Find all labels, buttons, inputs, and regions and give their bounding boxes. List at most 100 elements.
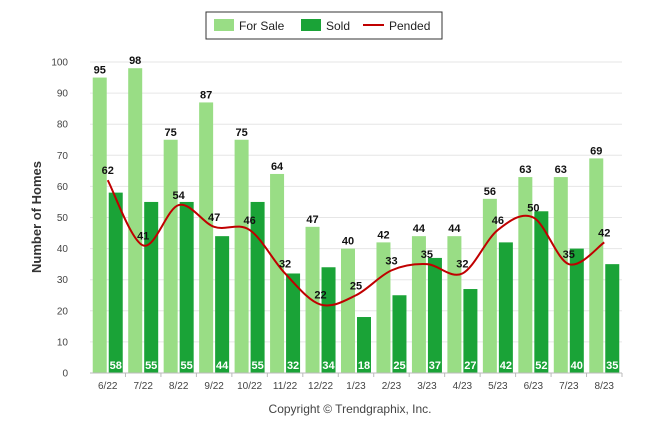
y-tick-label: 90 [57, 89, 69, 100]
data-label-pended: 22 [314, 290, 326, 302]
data-label-sold: 55 [145, 360, 157, 372]
data-label-pended: 35 [563, 249, 575, 261]
y-tick-label: 70 [57, 151, 69, 162]
data-label-for-sale: 75 [165, 127, 177, 139]
y-tick-label: 80 [57, 120, 69, 131]
x-tick-label: 7/23 [559, 381, 579, 392]
data-label-for-sale: 44 [448, 223, 461, 235]
x-tick-label: 9/22 [204, 381, 224, 392]
legend-label-sold: Sold [326, 19, 350, 33]
y-tick-label: 60 [57, 182, 69, 193]
data-label-for-sale: 56 [484, 186, 496, 198]
data-label-sold: 40 [571, 360, 583, 372]
legend-label-for-sale: For Sale [239, 19, 285, 33]
bar-for-sale [128, 68, 143, 373]
data-label-sold: 37 [429, 360, 441, 372]
data-label-sold: 18 [358, 360, 370, 372]
data-label-sold: 55 [181, 360, 193, 372]
data-label-for-sale: 63 [555, 164, 567, 176]
bar-sold [605, 264, 620, 373]
data-label-for-sale: 63 [519, 164, 531, 176]
bar-for-sale [92, 77, 107, 374]
bar-for-sale [411, 236, 426, 373]
data-label-for-sale: 75 [235, 127, 247, 139]
legend-box [205, 11, 443, 40]
x-tick-label: 6/22 [98, 381, 118, 392]
data-label-for-sale: 64 [271, 161, 284, 173]
x-tick-label: 6/23 [524, 381, 544, 392]
x-tick-label: 2/23 [382, 381, 402, 392]
data-label-pended: 33 [385, 255, 397, 267]
data-label-for-sale: 44 [413, 223, 426, 235]
bar-sold [534, 211, 549, 373]
bar-for-sale [589, 158, 604, 373]
pended-line [106, 179, 605, 307]
data-label-for-sale: 95 [94, 65, 106, 77]
x-tick-label: 8/23 [595, 381, 615, 392]
x-tick-label: 8/22 [169, 381, 189, 392]
x-tick-label: 3/23 [417, 381, 437, 392]
data-label-for-sale: 47 [306, 214, 318, 226]
bar-for-sale [447, 236, 462, 373]
data-label-pended: 54 [173, 190, 186, 202]
x-tick-label: 4/23 [453, 381, 473, 392]
bar-for-sale [163, 139, 178, 373]
pended-line-path [106, 179, 605, 307]
copyright-credit: Copyright © Trendgraphix, Inc. [269, 402, 432, 416]
data-label-for-sale: 42 [377, 229, 389, 241]
bar-sold [250, 201, 265, 373]
data-label-pended: 46 [492, 215, 504, 227]
data-label-pended: 46 [243, 215, 255, 227]
data-label-sold: 35 [606, 360, 618, 372]
data-label-sold: 52 [535, 360, 547, 372]
bars [92, 68, 620, 374]
legend-label-pended: Pended [389, 19, 430, 33]
x-tick-label: 7/22 [133, 381, 153, 392]
bar-sold [569, 248, 584, 373]
x-tick-label: 1/23 [346, 381, 366, 392]
bar-sold [144, 201, 159, 373]
data-label-pended: 42 [598, 227, 610, 239]
y-axis-label: Number of Homes [29, 161, 44, 273]
bar-sold [357, 317, 371, 373]
y-tick-label: 30 [57, 275, 69, 286]
data-label-pended: 50 [527, 203, 539, 215]
data-label-pended: 35 [421, 249, 433, 261]
bar-sold [498, 242, 513, 373]
y-tick-label: 0 [62, 369, 68, 380]
bar-sold [321, 267, 336, 373]
legend-swatch-sold [301, 19, 321, 31]
y-tick-label: 10 [57, 337, 69, 348]
bar-sold [286, 273, 301, 373]
x-tick-label: 12/22 [308, 381, 333, 392]
data-label-pended: 41 [137, 230, 149, 242]
bar-sold [392, 295, 407, 373]
data-label-for-sale: 98 [129, 55, 141, 67]
data-label-pended: 32 [456, 258, 468, 270]
y-axis-ticks: 0 10 20 30 40 50 60 70 80 90 100 [51, 58, 68, 380]
bar-sold [108, 192, 123, 373]
data-label-pended: 25 [350, 280, 362, 292]
bar-sold [215, 236, 230, 373]
y-tick-label: 100 [51, 58, 68, 69]
data-label-sold: 32 [287, 360, 299, 372]
data-label-for-sale: 87 [200, 89, 212, 101]
bar-for-sale [518, 177, 533, 373]
data-label-for-sale: 40 [342, 236, 354, 248]
data-label-sold: 44 [216, 360, 229, 372]
x-axis-ticks: 6/22 7/22 8/22 9/22 10/22 11/22 12/22 1/23 2/23 3… [98, 373, 623, 392]
data-label-pended: 32 [279, 258, 291, 270]
bar-for-sale [341, 248, 355, 373]
x-tick-label: 11/22 [273, 381, 298, 392]
data-label-pended: 62 [102, 165, 114, 177]
bar-sold [463, 289, 478, 373]
data-label-sold: 25 [393, 360, 405, 372]
bar-for-sale [234, 139, 249, 373]
data-label-pended: 47 [208, 212, 220, 224]
data-label-sold: 58 [110, 360, 122, 372]
bar-for-sale [199, 102, 214, 374]
data-label-sold: 27 [464, 360, 476, 372]
data-label-sold: 42 [500, 360, 512, 372]
bar-for-sale [376, 242, 391, 373]
